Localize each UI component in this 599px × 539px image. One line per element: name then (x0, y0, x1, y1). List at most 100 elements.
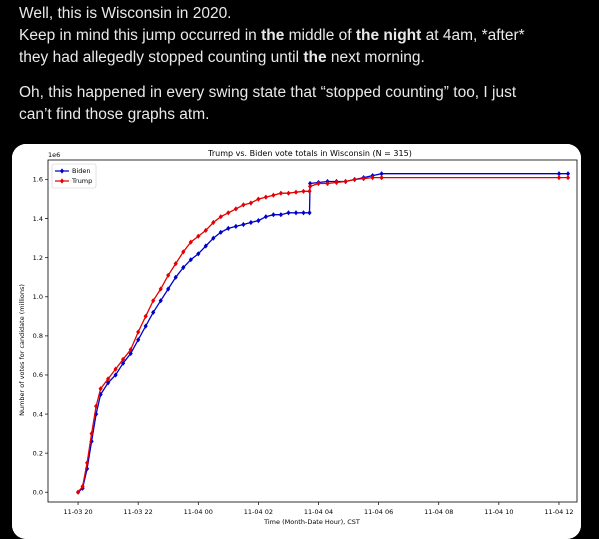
biden-point (166, 286, 171, 292)
trump-point (85, 460, 90, 466)
biden-point (85, 466, 90, 472)
biden-point (556, 171, 562, 177)
legend: Biden Trump (51, 163, 97, 189)
y-tick-label: 0.0 (33, 488, 43, 496)
post-line-2-d: the night (355, 27, 422, 44)
trump-point (241, 202, 246, 208)
biden-point (301, 210, 306, 216)
x-tick-label: 11-04 02 (244, 508, 273, 516)
y-tick-label: 0.6 (33, 371, 43, 379)
y-tick-label: 1.4 (33, 215, 43, 223)
post-text: Well, this is Wisconsin in 2020. Keep in… (19, 3, 589, 126)
biden-point (203, 243, 208, 249)
biden-point (94, 411, 99, 417)
post-line-2-c: middle of (284, 27, 356, 44)
legend-trump-marker (59, 178, 65, 184)
post-para-2-line-2-text: can’t find those graphs atm. (19, 106, 210, 123)
y-tick-label: 1.6 (33, 176, 43, 184)
trump-point (89, 431, 94, 437)
x-tick-label: 11-04 00 (184, 508, 213, 516)
trump-point (188, 239, 193, 245)
x-tick-label: 11-04 10 (484, 508, 513, 516)
post-line-3: they had allegedly stopped counting unti… (19, 47, 589, 69)
biden-point (248, 219, 253, 226)
trump-point (307, 188, 312, 194)
x-axis-label: Time (Month-Date Hour), CST (263, 518, 360, 526)
chart-title: Trump vs. Biden vote totals in Wisconsin… (207, 149, 412, 158)
post-line-2-e: at 4am, *after* (421, 27, 525, 44)
trump-point (343, 178, 348, 185)
trump-point (158, 286, 163, 292)
trump-point (325, 180, 330, 187)
y-tick-label: 0.8 (33, 332, 43, 340)
biden-point (241, 221, 246, 228)
post-line-2-a: Keep in mind this jump occurred in (19, 27, 262, 44)
biden-point (113, 372, 118, 378)
biden-point (106, 380, 111, 386)
trump-point (233, 206, 238, 212)
trump-point (565, 175, 571, 181)
y-offset-label: 1e6 (48, 151, 60, 159)
trump-point (334, 179, 339, 186)
x-tick-label: 11-04 06 (364, 508, 393, 516)
trump-point (352, 176, 357, 183)
post-para-2-line-1-text: Oh, this happened in every swing state t… (19, 84, 517, 101)
biden-point (286, 210, 291, 216)
y-tick-label: 1.0 (33, 293, 43, 301)
x-tick-label: 11-04 08 (424, 508, 453, 516)
trump-point (248, 200, 253, 206)
trump-point (286, 190, 291, 196)
trump-point (263, 194, 268, 200)
trump-point (106, 376, 111, 382)
legend-biden-marker (59, 168, 65, 174)
trump-point (80, 483, 85, 489)
trump-point (203, 227, 208, 233)
legend-biden-label: Biden (72, 167, 91, 175)
post-para-2-line-1: Oh, this happened in every swing state t… (19, 82, 589, 104)
biden-point (151, 309, 156, 315)
biden-point (226, 225, 231, 231)
trump-point (293, 189, 299, 195)
trump-point (113, 366, 118, 372)
media-image[interactable]: Trump vs. Biden vote totals in Wisconsin… (12, 144, 581, 539)
trump-point (301, 188, 306, 194)
trump-point (370, 175, 375, 181)
trump-point (308, 183, 313, 189)
trump-point (256, 196, 261, 202)
biden-point (307, 210, 312, 216)
post-line-1: Well, this is Wisconsin in 2020. (19, 3, 589, 25)
trump-point (379, 175, 384, 181)
vote-chart: Trump vs. Biden vote totals in Wisconsin… (12, 144, 581, 539)
y-tick-label: 0.2 (33, 449, 43, 457)
biden-point (181, 264, 186, 271)
trump-point (136, 329, 141, 335)
y-tick-label: 0.4 (33, 410, 43, 418)
y-axis-label: Number of votes for candidate (millions) (18, 284, 26, 416)
y-tick-label: 1.2 (33, 254, 43, 262)
legend-trump-label: Trump (71, 177, 92, 185)
chart-background (12, 144, 581, 539)
plot-frame (47, 159, 578, 503)
trump-point (76, 489, 81, 495)
x-tick-label: 11-03 20 (63, 508, 92, 516)
post-line-3-b: the (303, 49, 327, 66)
axes: 11-03 20 11-03 22 11-04 00 11-04 02 11-04 04… (33, 176, 574, 516)
post-line-3-a: they had allegedly stopped counting unti… (19, 49, 304, 66)
post-line-1-text: Well, this is Wisconsin in 2020. (19, 5, 232, 22)
trump-point (361, 176, 366, 182)
biden-point (565, 171, 571, 177)
x-tick-label: 11-03 22 (124, 508, 153, 516)
trump-point (94, 403, 99, 409)
trump-point (181, 249, 186, 255)
biden-point (256, 218, 261, 224)
x-tick-label: 11-04 12 (544, 508, 573, 516)
biden-point (143, 323, 148, 329)
post-line-2: Keep in mind this jump occurred in the m… (19, 25, 589, 47)
trump-point (556, 175, 562, 181)
biden-point (98, 391, 103, 398)
trump-point (98, 386, 103, 392)
post-line-2-b: the (261, 27, 285, 44)
biden-point (89, 438, 94, 444)
biden-point (293, 210, 299, 216)
biden-point (233, 223, 238, 229)
